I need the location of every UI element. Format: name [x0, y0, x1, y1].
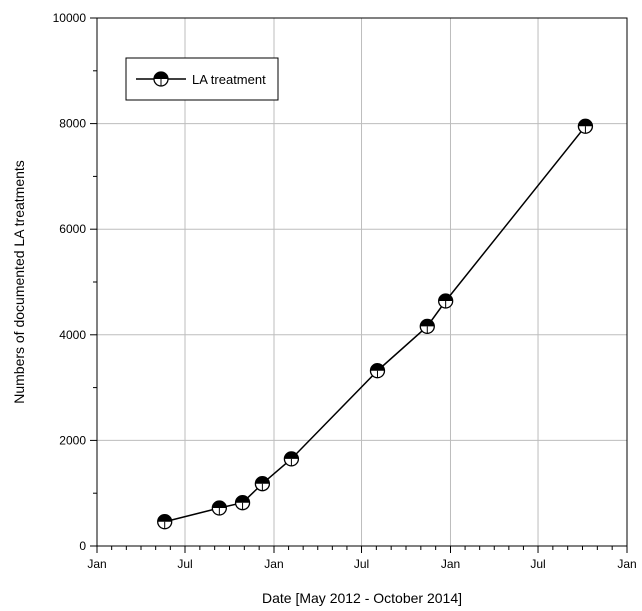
y-tick-label: 10000	[53, 11, 87, 25]
axis-ticks	[90, 17, 628, 553]
marker-fill	[235, 495, 250, 503]
series-line-la-treatment	[164, 125, 586, 523]
marker-fill	[438, 294, 453, 302]
marker-fill	[157, 514, 172, 522]
y-tick-label: 8000	[59, 117, 86, 131]
grid	[97, 18, 627, 546]
x-axis-label: Date [May 2012 - October 2014]	[262, 590, 462, 606]
x-tick-label: Jan	[87, 557, 106, 571]
marker-fill	[370, 363, 385, 371]
legend-marker-icon	[153, 71, 169, 87]
data-point	[157, 514, 173, 530]
marker-fill	[284, 451, 299, 459]
marker-fill	[255, 476, 270, 484]
x-tick-label: Jan	[441, 557, 460, 571]
marker-fill	[212, 500, 227, 508]
data-point	[438, 293, 454, 309]
y-tick-label: 0	[79, 539, 86, 553]
x-tick-label: Jul	[354, 557, 369, 571]
data-point	[254, 476, 271, 492]
data-point	[369, 363, 386, 379]
legend: LA treatment	[125, 57, 279, 101]
data-markers	[157, 118, 594, 530]
x-tick-label: Jul	[530, 557, 545, 571]
marker-fill	[420, 319, 435, 327]
legend-marker	[153, 71, 169, 87]
tick-labels: Jan Jul Jan Jul Jan Jul Jan0200040006000800010…	[53, 11, 637, 571]
x-tick-label: Jan	[617, 557, 636, 571]
x-tick-label: Jul	[177, 557, 192, 571]
marker-fill	[578, 119, 593, 127]
marker-fill	[154, 72, 168, 79]
y-tick-label: 6000	[59, 222, 86, 236]
x-tick-label: Jan	[264, 557, 283, 571]
data-point	[283, 451, 300, 467]
data-point	[577, 118, 594, 134]
data-point	[419, 318, 435, 335]
y-tick-label: 2000	[59, 433, 86, 447]
data-point	[234, 495, 251, 511]
legend-entry-label: LA treatment	[192, 72, 266, 87]
y-axis-label: Numbers of documented LA treatments	[11, 160, 27, 404]
data-point	[211, 500, 227, 516]
y-tick-label: 4000	[59, 328, 86, 342]
